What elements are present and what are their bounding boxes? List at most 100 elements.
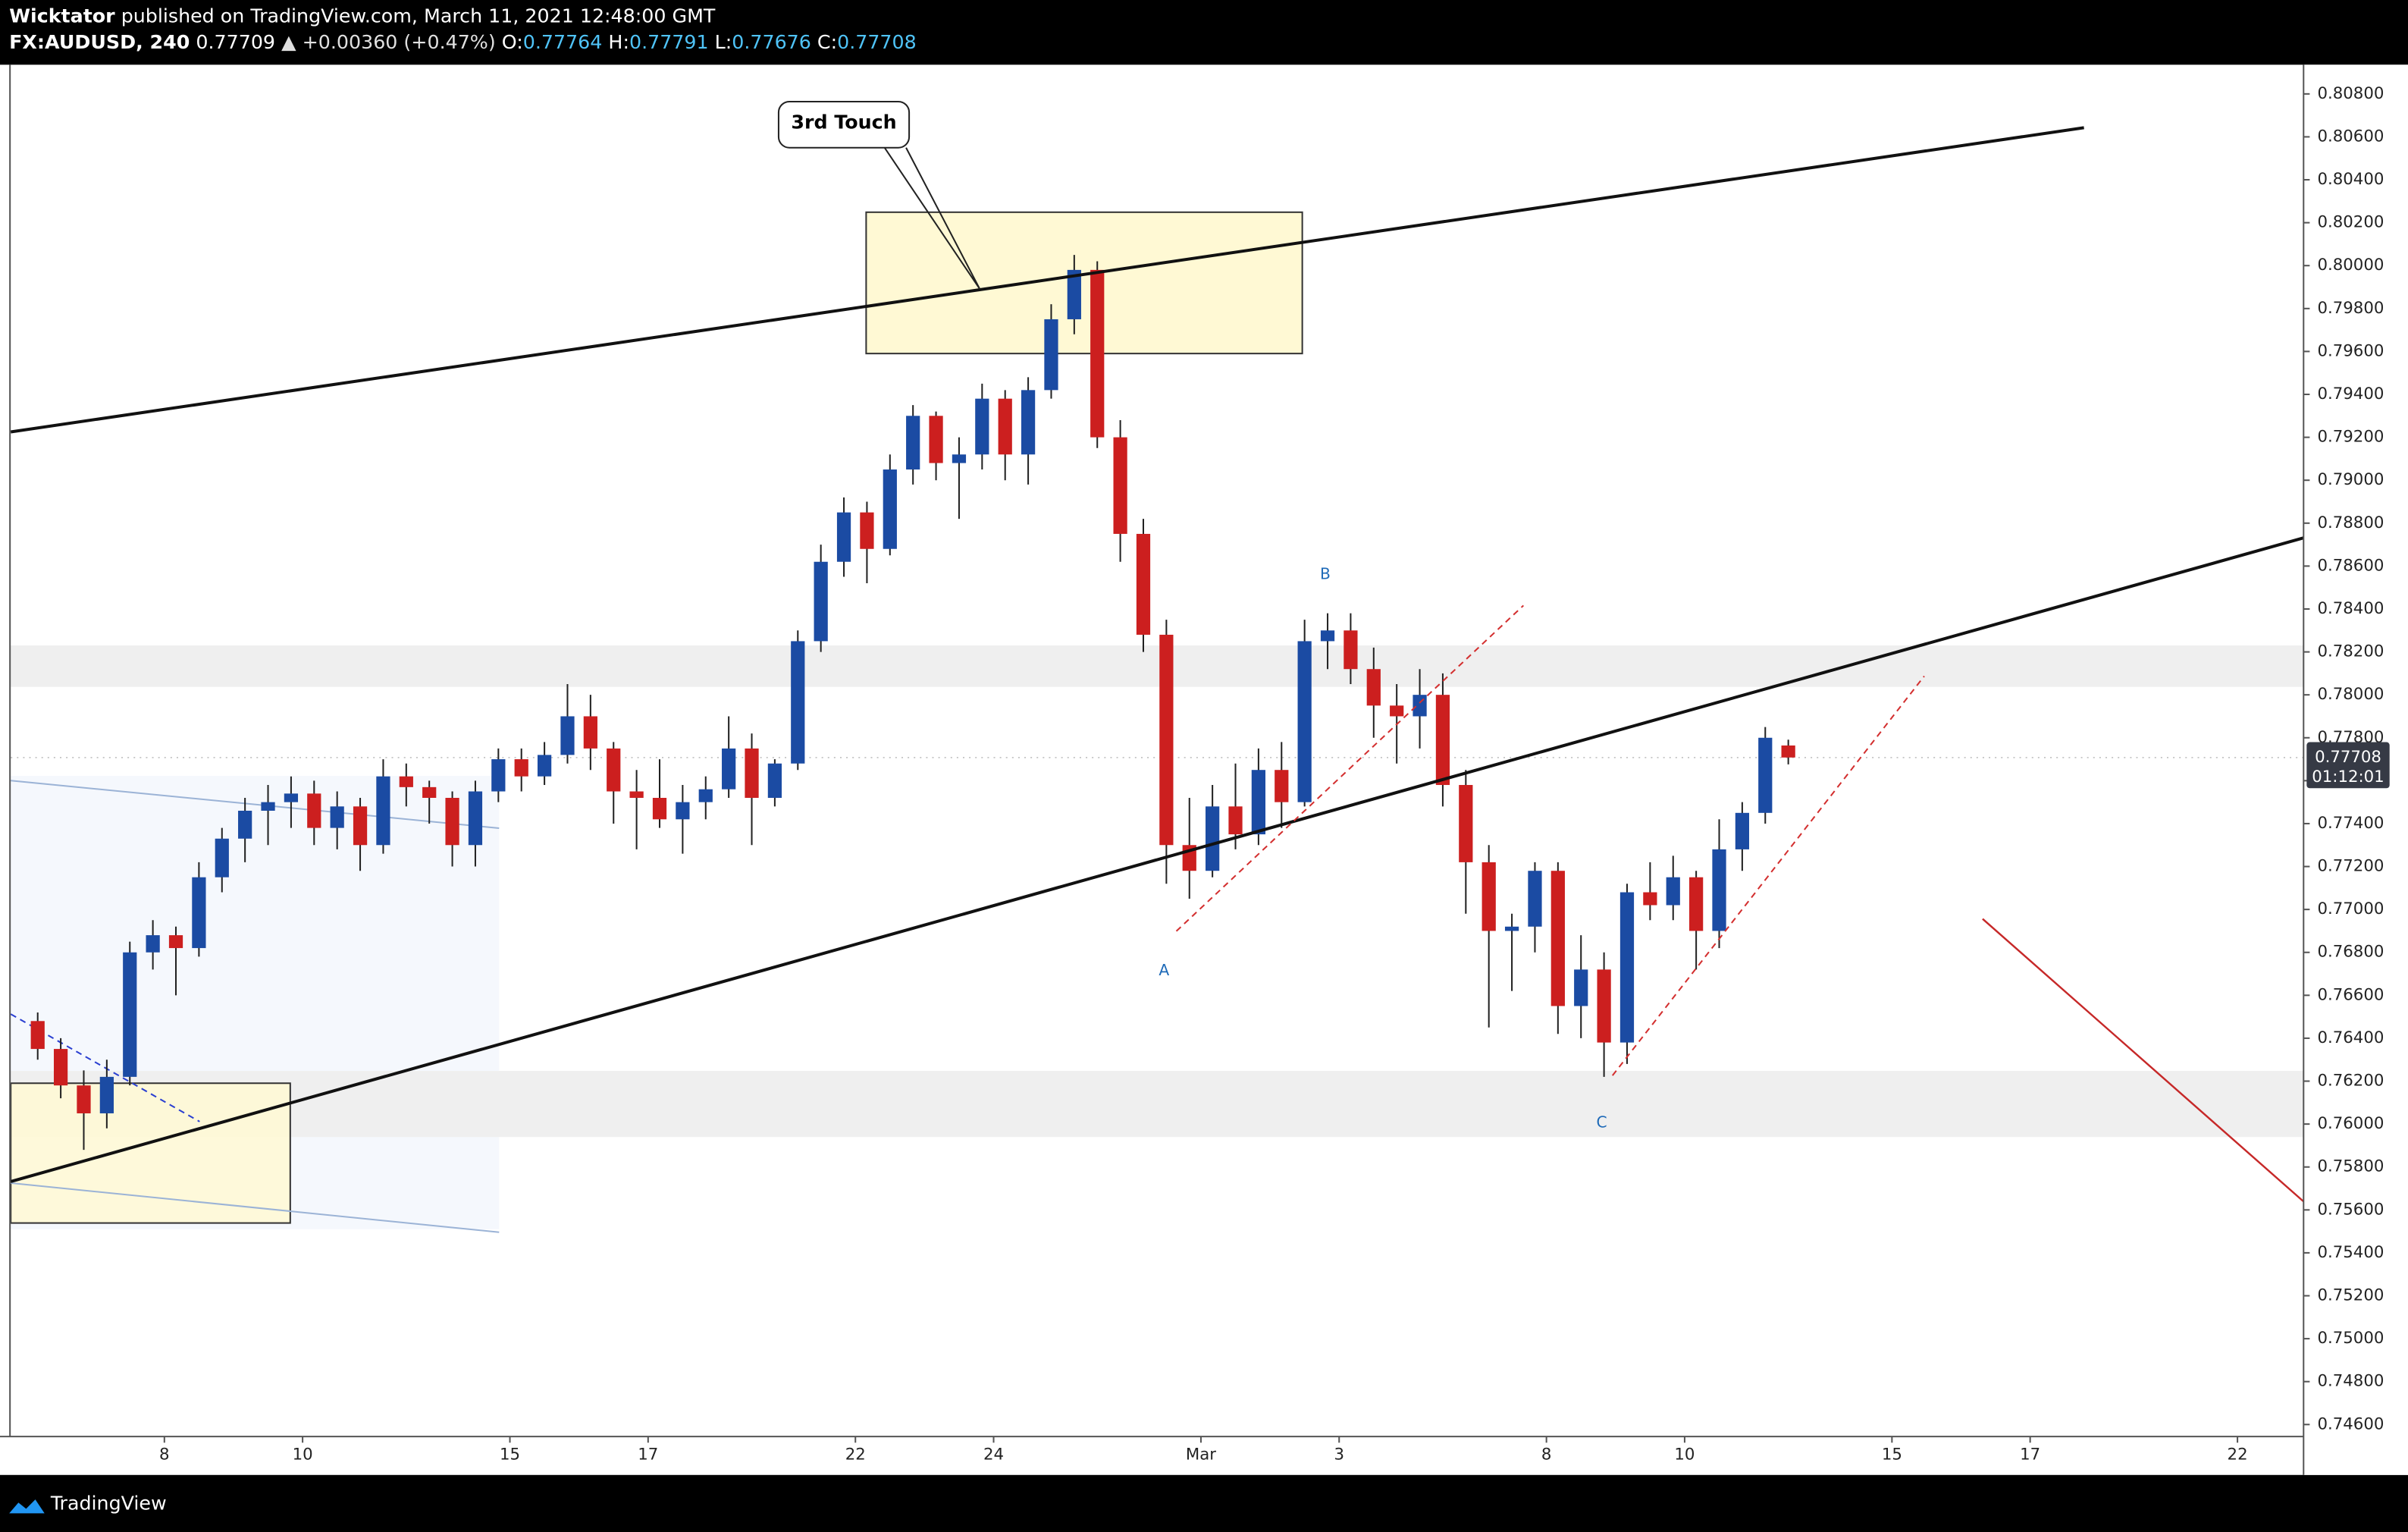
x-tick-label: 8 (1541, 1445, 1552, 1464)
zone-band (11, 1071, 2304, 1138)
published: published on TradingView.com, March 11, … (121, 5, 716, 27)
candle-body (998, 398, 1012, 455)
candle-body (445, 797, 459, 846)
callout-pointer (883, 147, 981, 290)
y-tick-label: 0.80400 (2317, 170, 2384, 189)
candle-body (146, 935, 160, 953)
candle-body (814, 561, 828, 642)
y-tick-label: 0.75200 (2317, 1286, 2384, 1305)
candle-body (1275, 770, 1289, 802)
logo (9, 1499, 45, 1514)
candle-body (929, 416, 943, 463)
candle-body (1643, 892, 1657, 906)
symbol: FX:AUDUSD, 240 (9, 31, 190, 53)
candle-body (745, 748, 759, 798)
candle-body (30, 1021, 45, 1050)
y-tick-label: 0.77400 (2317, 814, 2384, 833)
candle-body (1735, 812, 1750, 849)
ohlc-label: L: (715, 31, 732, 53)
candle-body (975, 398, 989, 455)
y-tick-label: 0.78600 (2317, 556, 2384, 575)
y-tick-label: 0.75600 (2317, 1200, 2384, 1219)
y-tick-label: 0.75400 (2317, 1243, 2384, 1262)
x-tick-label: 3 (1334, 1445, 1344, 1464)
y-tick-label: 0.80600 (2317, 127, 2384, 146)
candle-body (1390, 705, 1404, 717)
y-tick-label: 0.78400 (2317, 599, 2384, 618)
candle-body (168, 935, 183, 949)
candle-body (491, 759, 506, 792)
y-tick-label: 0.76200 (2317, 1072, 2384, 1091)
candle-body (1320, 630, 1335, 642)
candle-body (1159, 634, 1174, 846)
y-tick-label: 0.77200 (2317, 857, 2384, 876)
candle-body (238, 810, 252, 839)
x-tick-label: 24 (983, 1445, 1004, 1464)
candle-body (53, 1049, 68, 1086)
ohlc-value: 0.77676 (732, 31, 811, 53)
candle-body (514, 759, 528, 777)
candle-body (952, 454, 967, 463)
candle-body (629, 791, 644, 798)
axes: 0.80800 0.80600 0.80400 0.80200 0.80000 0.798… (159, 84, 2390, 1464)
candle-body (1689, 877, 1704, 931)
header-line-2: FX:AUDUSD, 240 0.77709 ▲ +0.00360 (+0.47… (9, 31, 917, 53)
candle-body (1228, 806, 1243, 835)
candle-body (1297, 641, 1312, 802)
candle-body (1781, 745, 1795, 758)
candle-body (1550, 871, 1565, 1006)
y-tick-label: 0.80800 (2317, 84, 2384, 103)
candle-body (468, 791, 483, 846)
candle-body (676, 802, 690, 820)
y-tick-label: 0.80000 (2317, 256, 2384, 275)
candle-body (353, 806, 368, 846)
x-tick-label: 22 (845, 1445, 866, 1464)
ohlc-label: O: (502, 31, 523, 53)
y-tick-label: 0.74800 (2317, 1372, 2384, 1391)
wave-label: B (1320, 564, 1331, 582)
header-line-1: Wicktator published on TradingView.com, … (9, 5, 716, 27)
wave-label: A (1159, 961, 1169, 979)
author: Wicktator (9, 5, 115, 27)
y-tick-label: 0.76000 (2317, 1114, 2384, 1133)
y-tick-label: 0.75000 (2317, 1329, 2384, 1348)
y-tick-label: 0.76600 (2317, 985, 2384, 1004)
price-tag (2306, 742, 2390, 789)
candle-body (1113, 437, 1127, 534)
x-tick-label: 15 (1882, 1445, 1902, 1464)
candle-body (261, 802, 275, 811)
candle-body (583, 716, 597, 749)
x-tick-label: 22 (2228, 1445, 2248, 1464)
x-tick-label: 8 (159, 1445, 170, 1464)
candle-body (607, 748, 621, 792)
y-tick-label: 0.77000 (2317, 899, 2384, 918)
x-tick-label: 17 (638, 1445, 658, 1464)
footer: TradingView (9, 1492, 167, 1514)
zone-band (11, 645, 2304, 687)
header: Wicktator published on TradingView.com, … (9, 5, 917, 53)
ohlc-label: C: (817, 31, 837, 53)
overlays: 3rd Touch A B C (10, 100, 2305, 1203)
candle-body (123, 952, 137, 1077)
ohlc-value: 0.77791 (629, 31, 709, 53)
footer-brand: TradingView (50, 1492, 167, 1514)
dashed-line (1175, 604, 1524, 932)
candle-body (1136, 533, 1151, 635)
highlight-box (10, 1082, 291, 1224)
candle-body (192, 877, 206, 949)
channel-line (11, 780, 500, 830)
callout-text: 3rd Touch (791, 111, 896, 133)
candle-body (1344, 630, 1358, 670)
x-tick-label: 15 (500, 1445, 520, 1464)
ohlc-label: H: (608, 31, 629, 53)
candle-body (1251, 770, 1266, 835)
y-tick-label: 0.79000 (2317, 470, 2384, 489)
candle-body (1481, 862, 1496, 931)
candle-body (722, 748, 736, 790)
ohlc-value: 0.77708 (837, 31, 917, 53)
candle-body (1413, 695, 1427, 717)
last: 0.77709 (196, 31, 275, 53)
candle-body (1067, 269, 1081, 319)
candle-body (1021, 390, 1036, 455)
